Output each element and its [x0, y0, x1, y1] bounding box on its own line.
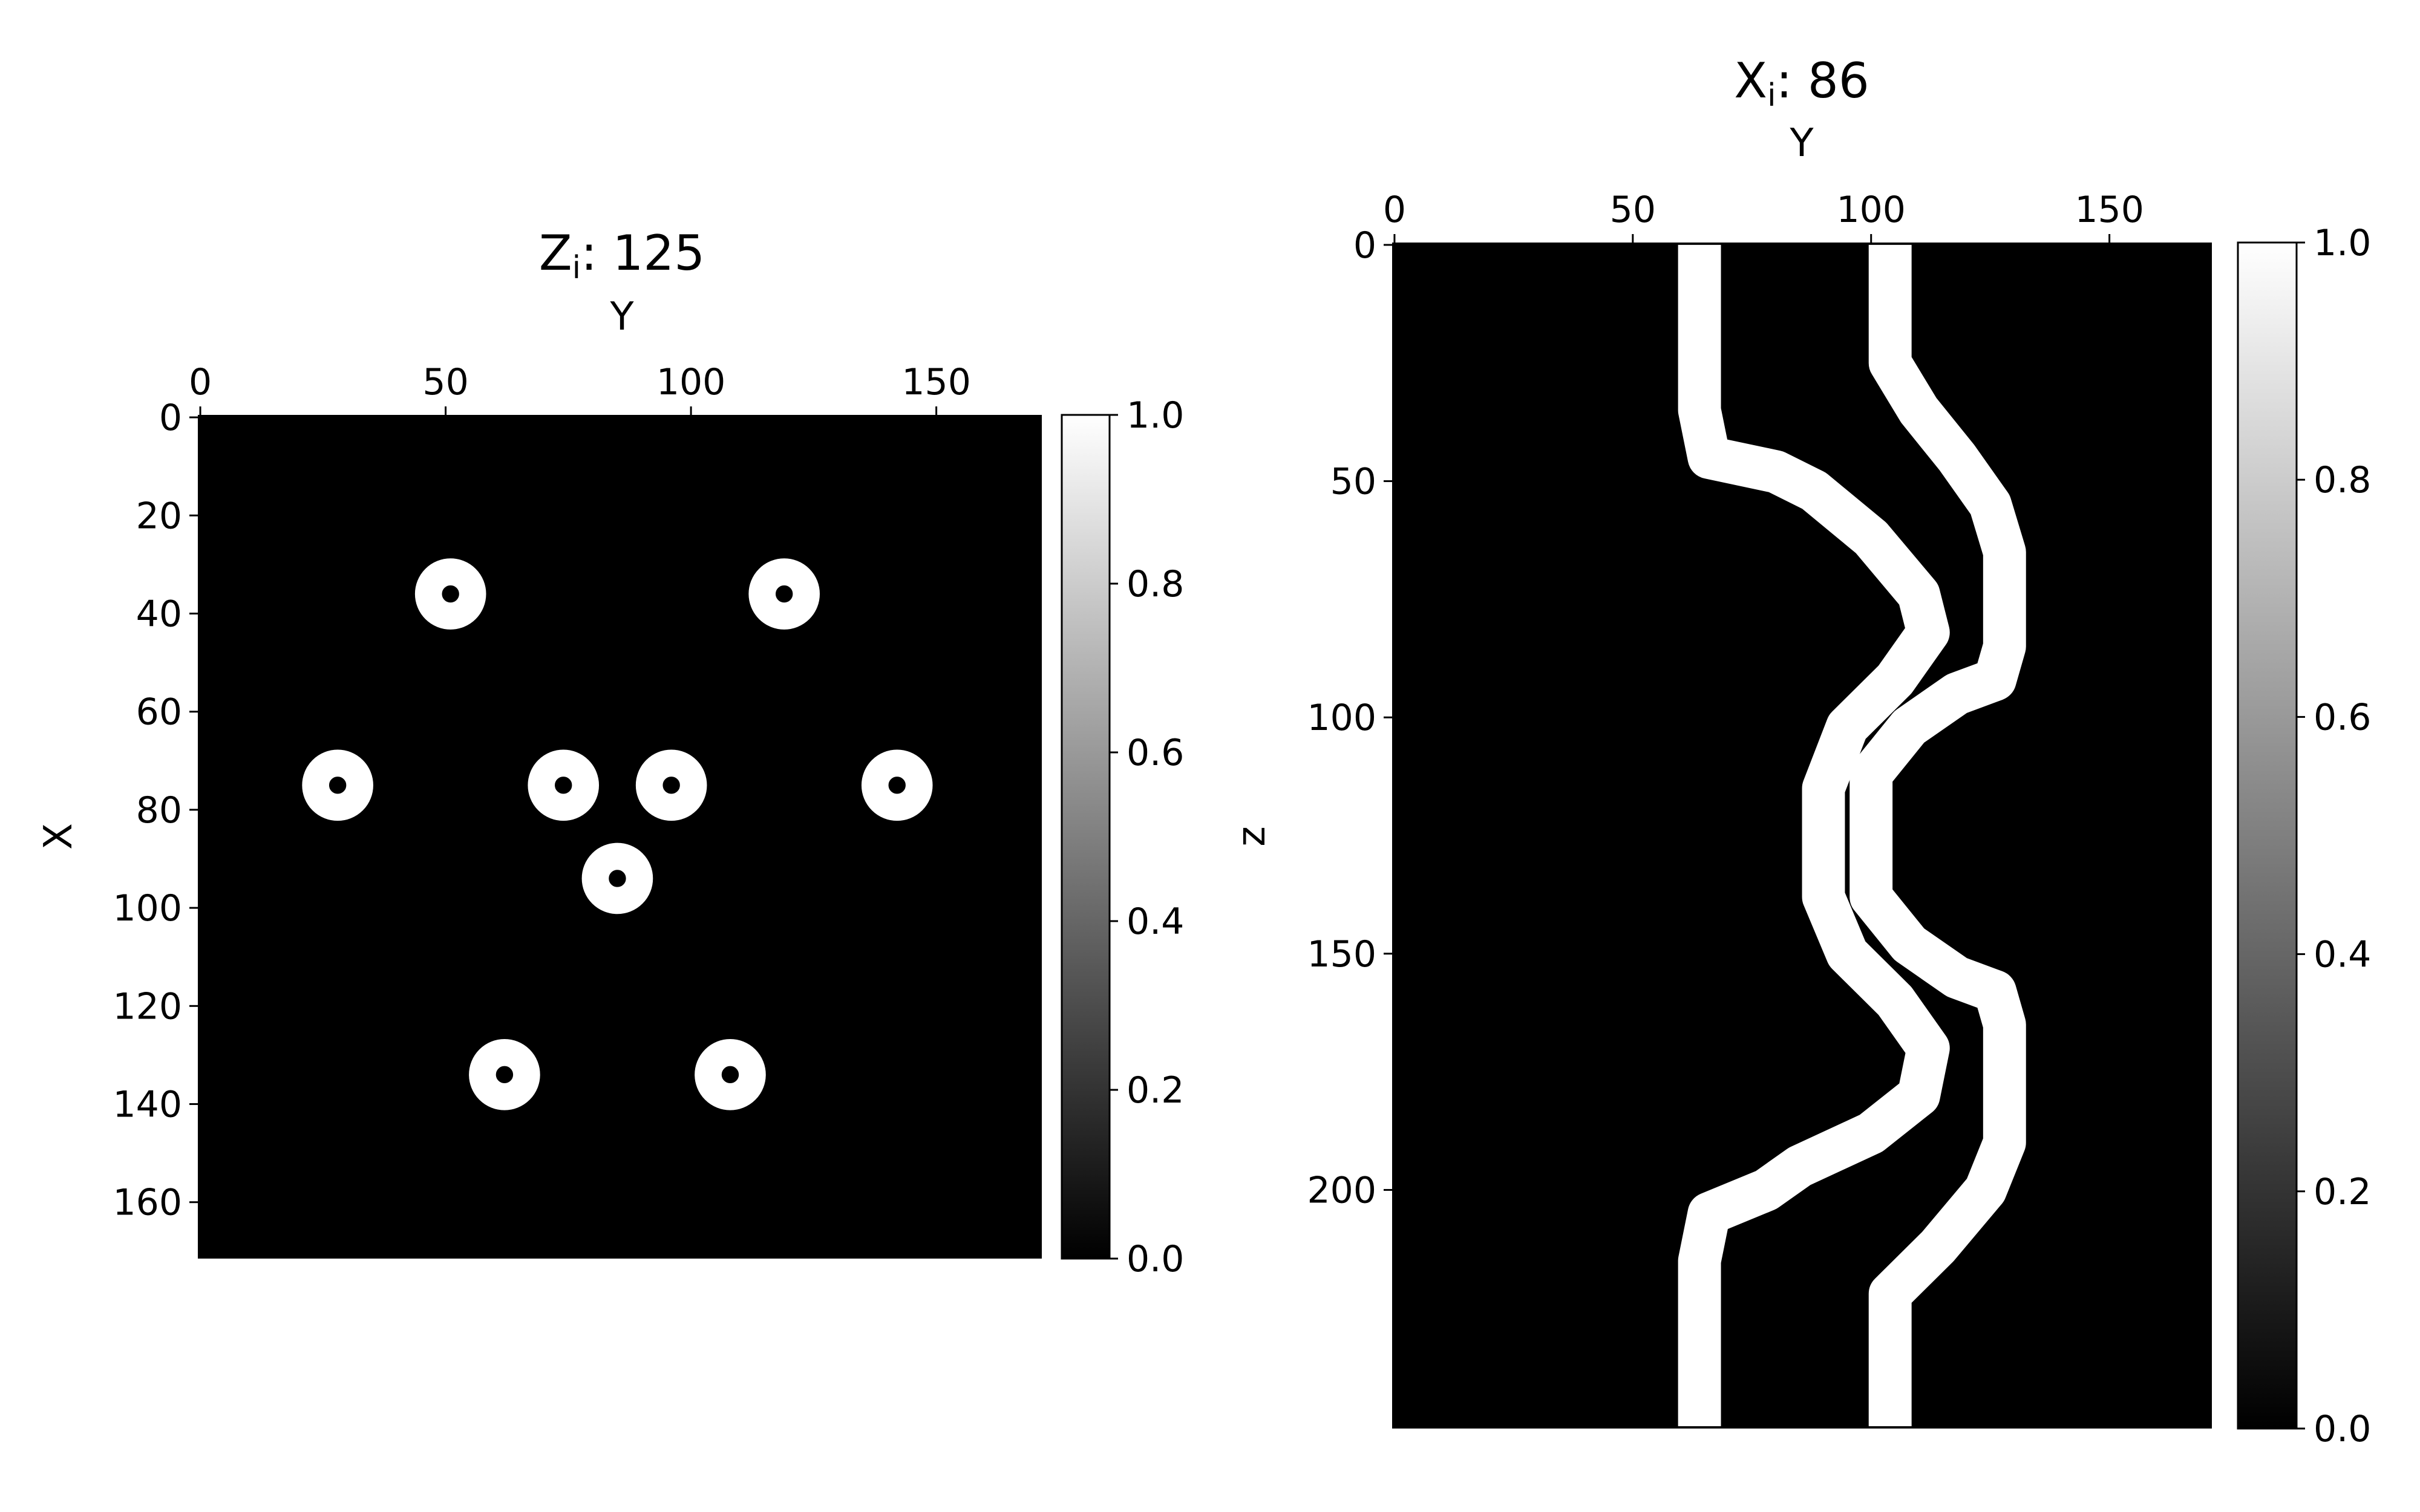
colorbar	[2237, 241, 2298, 1430]
colorbar-tick-label: 0.8	[2314, 459, 2371, 501]
y-tick-label: 0	[1353, 224, 1376, 267]
ring-mark	[635, 749, 707, 821]
y-tick-label: 50	[1330, 461, 1376, 503]
y-tick-label: 200	[1307, 1169, 1376, 1211]
ring-mark	[861, 749, 933, 821]
title-subscript: i	[1767, 77, 1776, 114]
x-tick-label: 0	[189, 361, 212, 403]
colorbar-ticks: 0.0 0.2 0.4 0.6 0.8 1.0	[2297, 222, 2371, 1450]
heatmap-background	[1392, 243, 2212, 1429]
colorbar	[1061, 414, 1111, 1260]
y-tick-label: 100	[1307, 697, 1376, 739]
title-main: Z	[539, 225, 572, 281]
strand-mark	[1678, 244, 1950, 1427]
x-ticks: 0 50 100 150	[1383, 189, 2144, 243]
y-tick-label: 160	[113, 1182, 182, 1224]
ring-mark	[581, 842, 653, 914]
x-tick-label: 50	[422, 361, 468, 403]
colorbar-tick-label: 0.2	[2314, 1171, 2371, 1213]
colorbar-tick-label: 0.6	[2314, 696, 2371, 738]
y-tick-label: 20	[136, 495, 182, 537]
ring-mark	[748, 558, 820, 630]
x-tick-label: 150	[2075, 189, 2144, 231]
ring-mark	[528, 749, 600, 821]
x-axis-label: Y	[1789, 121, 1814, 166]
ring-mark	[414, 558, 486, 630]
y-tick-label: 80	[136, 789, 182, 832]
x-ticks: 0 50 100 150	[189, 361, 971, 415]
title-value: : 86	[1776, 53, 1869, 109]
colorbar-tick-label: 0.2	[1127, 1069, 1184, 1112]
y-ticks: 0 50 100 150 200	[1307, 224, 1392, 1211]
colorbar-tick-label: 1.0	[2314, 222, 2371, 264]
colorbar-tick-label: 0.0	[2314, 1408, 2371, 1450]
colorbar-tick-label: 0.8	[1127, 563, 1184, 605]
x-tick-label: 150	[901, 361, 971, 403]
colorbar-tick-label: 0.4	[2314, 934, 2371, 976]
heatmap-marks	[302, 558, 933, 1110]
colorbar-tick-label: 0.0	[1127, 1238, 1184, 1280]
strand-mark	[1849, 244, 2026, 1427]
title-subscript: i	[572, 250, 581, 286]
colorbar-tick-label: 0.6	[1127, 732, 1184, 774]
x-tick-label: 0	[1383, 189, 1406, 231]
y-tick-label: 100	[113, 887, 182, 930]
ring-mark	[469, 1039, 540, 1110]
title-value: : 125	[581, 225, 705, 281]
panel-title-x: Xi: 86	[1734, 53, 1869, 114]
colorbar-tick-label: 1.0	[1127, 394, 1184, 437]
title-main: X	[1734, 53, 1767, 109]
colorbar-tick-label: 0.4	[1127, 901, 1184, 943]
heatmap-marks	[1678, 244, 2026, 1427]
y-tick-label: 150	[1307, 933, 1376, 976]
ring-mark	[302, 749, 373, 821]
cross-section-panel-z: Zi: 125 Y X 0 50 100 150 0 20 40 60 80 100 120 140…	[36, 225, 1184, 1280]
ring-mark	[695, 1039, 766, 1110]
y-tick-label: 40	[136, 593, 182, 635]
cross-section-panel-x: Xi: 86 Y z 0 50 100 150 0 50 100 150 200 0.0 0.2…	[1229, 53, 2371, 1450]
y-tick-label: 60	[136, 691, 182, 734]
x-tick-label: 100	[1836, 189, 1906, 231]
y-tick-label: 0	[159, 397, 182, 439]
y-ticks: 0 20 40 60 80 100 120 140 160	[113, 397, 198, 1224]
x-axis-label: Y	[609, 295, 634, 339]
y-axis-label: X	[36, 823, 81, 850]
x-tick-label: 50	[1610, 189, 1656, 231]
colorbar-ticks: 0.0 0.2 0.4 0.6 0.8 1.0	[1110, 394, 1184, 1280]
y-tick-label: 140	[113, 1084, 182, 1126]
panel-title-z: Zi: 125	[539, 225, 705, 286]
y-axis-label: z	[1229, 826, 1274, 847]
x-tick-label: 100	[656, 361, 726, 403]
heatmap-background	[198, 415, 1042, 1259]
y-tick-label: 120	[113, 985, 182, 1028]
